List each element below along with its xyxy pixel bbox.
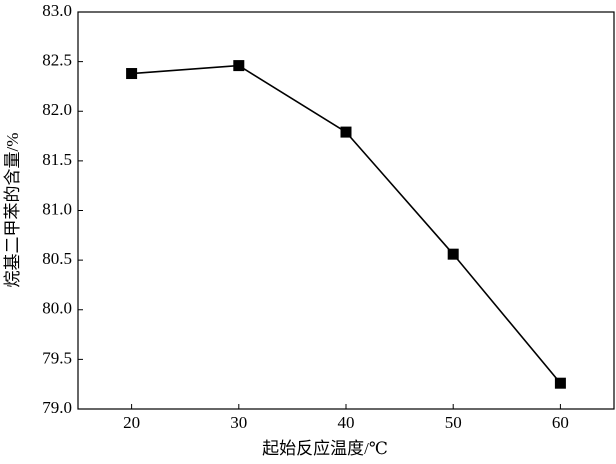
x-axis-label: 起始反应温度/℃: [262, 439, 388, 458]
y-axis-label: 烷基二甲苯的含量/%: [3, 133, 22, 288]
y-tick-label: 79.0: [42, 398, 72, 417]
x-tick-label: 60: [552, 413, 569, 432]
x-tick-label: 40: [338, 413, 355, 432]
marker: [340, 126, 352, 138]
marker: [447, 248, 459, 260]
y-tick-label: 79.5: [42, 348, 72, 367]
x-tick-label: 20: [123, 413, 140, 432]
y-tick-label: 80.0: [42, 299, 72, 318]
y-tick-label: 82.5: [42, 51, 72, 70]
y-tick-label: 81.5: [42, 150, 72, 169]
y-tick-label: 83.0: [42, 1, 72, 20]
y-tick-label: 80.5: [42, 249, 72, 268]
line: [131, 64, 562, 384]
marker: [126, 68, 138, 80]
x-tick-label: 50: [445, 413, 462, 432]
y-tick-label: 81.0: [42, 199, 72, 218]
marker: [233, 60, 245, 72]
y-tick-label: 82.0: [42, 100, 72, 119]
marker: [554, 377, 566, 389]
x-tick-label: 30: [230, 413, 247, 432]
